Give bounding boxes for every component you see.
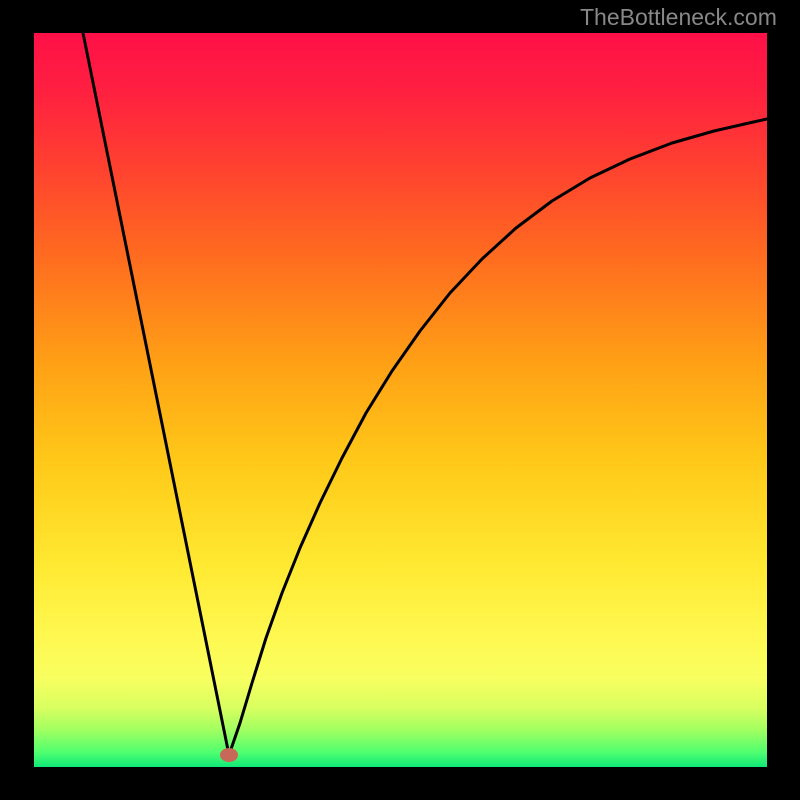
minimum-marker bbox=[220, 748, 238, 762]
plot-area bbox=[34, 33, 767, 767]
gradient-background bbox=[34, 33, 767, 767]
chart-container: TheBottleneck.com bbox=[0, 0, 800, 800]
watermark-text: TheBottleneck.com bbox=[580, 4, 777, 31]
